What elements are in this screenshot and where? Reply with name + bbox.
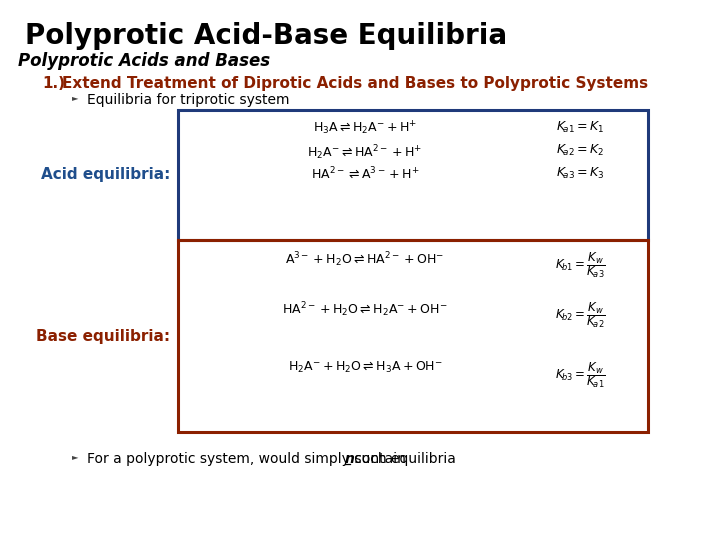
Text: ►: ► [72, 93, 78, 102]
Text: For a polyprotic system, would simply contain: For a polyprotic system, would simply co… [87, 452, 410, 466]
Text: $K_{\!b2} = \dfrac{K_w}{K_{\!a2}}$: $K_{\!b2} = \dfrac{K_w}{K_{\!a2}}$ [554, 300, 606, 330]
Text: $\mathrm{H_3A \rightleftharpoons H_2A^{-} + H^{+}}$: $\mathrm{H_3A \rightleftharpoons H_2A^{-… [312, 120, 417, 137]
Text: $K_{\!a2} = K_2$: $K_{\!a2} = K_2$ [556, 143, 604, 158]
Text: 1.): 1.) [42, 76, 65, 91]
Text: Polyprotic Acids and Bases: Polyprotic Acids and Bases [18, 52, 270, 70]
Text: n: n [345, 452, 354, 466]
Text: $K_{\!a3} = K_3$: $K_{\!a3} = K_3$ [556, 166, 604, 181]
Text: Equilibria for triprotic system: Equilibria for triprotic system [87, 93, 289, 107]
Bar [178, 110, 648, 432]
Text: Extend Treatment of Diprotic Acids and Bases to Polyprotic Systems: Extend Treatment of Diprotic Acids and B… [62, 76, 648, 91]
Text: such equilibria: such equilibria [350, 452, 456, 466]
Text: Base equilibria:: Base equilibria: [36, 328, 170, 343]
Text: $\mathrm{HA^{2-} \rightleftharpoons A^{3-} + H^{+}}$: $\mathrm{HA^{2-} \rightleftharpoons A^{3… [310, 166, 419, 182]
Text: $\mathrm{A^{3-} + H_2O \rightleftharpoons HA^{2-} + OH^{-}}$: $\mathrm{A^{3-} + H_2O \rightleftharpoon… [285, 250, 444, 269]
Text: $K_{\!a1} = K_1$: $K_{\!a1} = K_1$ [556, 120, 604, 135]
Text: ►: ► [72, 452, 78, 461]
Text: $K_{\!b3} = \dfrac{K_w}{K_{\!a1}}$: $K_{\!b3} = \dfrac{K_w}{K_{\!a1}}$ [554, 360, 606, 390]
Text: $\mathrm{H_2A^{-} \rightleftharpoons HA^{2-} + H^{+}}$: $\mathrm{H_2A^{-} \rightleftharpoons HA^… [307, 143, 423, 161]
Bar [178, 240, 648, 432]
Text: $K_{\!b1} = \dfrac{K_w}{K_{\!a3}}$: $K_{\!b1} = \dfrac{K_w}{K_{\!a3}}$ [554, 250, 606, 280]
Text: Acid equilibria:: Acid equilibria: [40, 167, 170, 183]
Text: $\mathrm{HA^{2-} + H_2O \rightleftharpoons H_2A^{-} + OH^{-}}$: $\mathrm{HA^{2-} + H_2O \rightleftharpoo… [282, 300, 448, 319]
Bar [178, 110, 648, 240]
Text: Polyprotic Acid-Base Equilibria: Polyprotic Acid-Base Equilibria [25, 22, 507, 50]
Text: $\mathrm{H_2A^{-} + H_2O \rightleftharpoons H_3A + OH^{-}}$: $\mathrm{H_2A^{-} + H_2O \rightleftharpo… [287, 360, 442, 375]
